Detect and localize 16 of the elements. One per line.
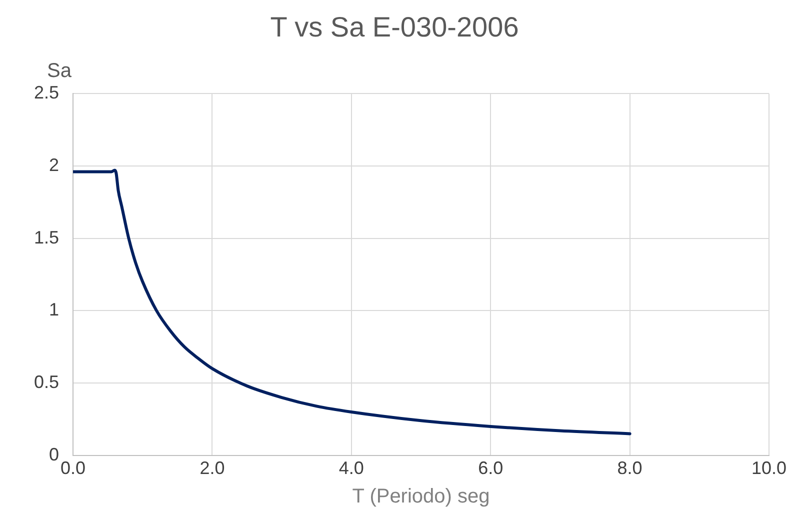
y-axis-title: Sa xyxy=(47,60,72,82)
x-tick-label: 8.0 xyxy=(617,458,642,478)
x-tick-label: 0.0 xyxy=(60,458,86,478)
x-tick-label: 10.0 xyxy=(751,458,787,478)
y-tick-label: 2 xyxy=(49,154,60,175)
line-series xyxy=(73,168,632,436)
y-tick-label: 1.5 xyxy=(34,227,60,248)
x-tick-label: 2.0 xyxy=(200,458,225,478)
y-tick-label: 0 xyxy=(49,444,60,464)
y-tick-label: 2.5 xyxy=(34,82,60,103)
y-tick-label: 1 xyxy=(49,300,60,320)
x-tick-label: 4.0 xyxy=(338,458,364,478)
y-tick-label: 0.5 xyxy=(34,372,60,392)
x-tick-label: 6.0 xyxy=(478,458,504,478)
chart-title: T vs Sa E-030-2006 xyxy=(270,12,519,43)
x-axis-title: T (Periodo) seg xyxy=(352,486,490,508)
